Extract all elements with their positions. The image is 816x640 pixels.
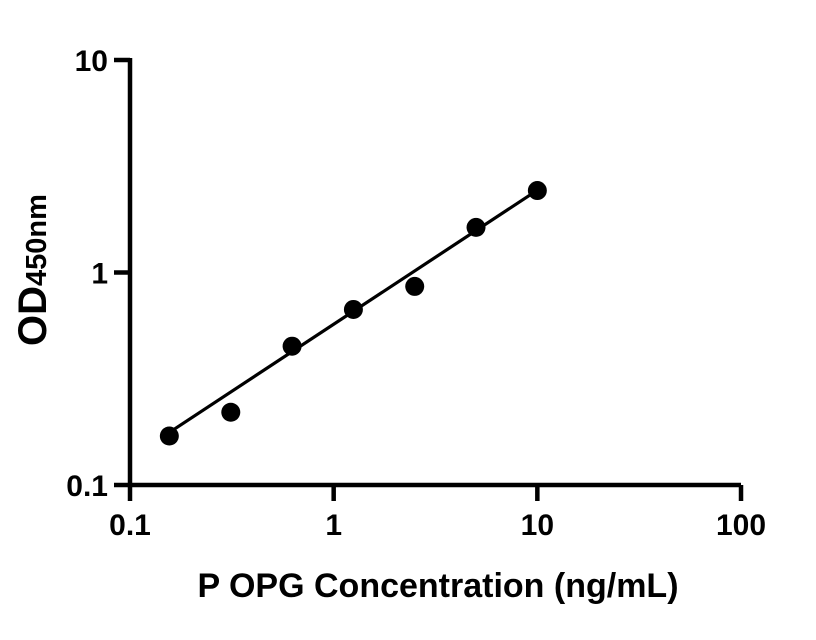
x-tick-label: 10: [521, 509, 554, 542]
data-point: [159, 426, 179, 446]
plot-area: [159, 181, 547, 446]
y-axis-title-main: OD: [11, 286, 55, 346]
x-tick-label: 100: [716, 509, 766, 542]
y-axis-ticks: 0.1 1 10: [66, 45, 130, 503]
y-axis-title-sub: 450nm: [21, 194, 53, 286]
y-tick-label: 10: [75, 45, 108, 78]
data-point: [405, 276, 425, 296]
x-tick-label: 1: [325, 509, 342, 542]
axis-spines: [127, 58, 741, 488]
y-tick-label: 1: [91, 258, 108, 291]
x-tick-label: 0.1: [109, 509, 151, 542]
data-point: [466, 217, 486, 237]
x-axis-ticks: 0.1 1 10 100: [109, 485, 766, 542]
data-point: [221, 402, 241, 422]
data-point: [343, 299, 363, 319]
data-point: [282, 336, 302, 356]
y-tick-label: 0.1: [66, 470, 108, 503]
x-axis-title: P OPG Concentration (ng/mL): [197, 567, 678, 605]
data-point: [527, 181, 547, 201]
y-axis-title: OD450nm: [11, 194, 55, 346]
